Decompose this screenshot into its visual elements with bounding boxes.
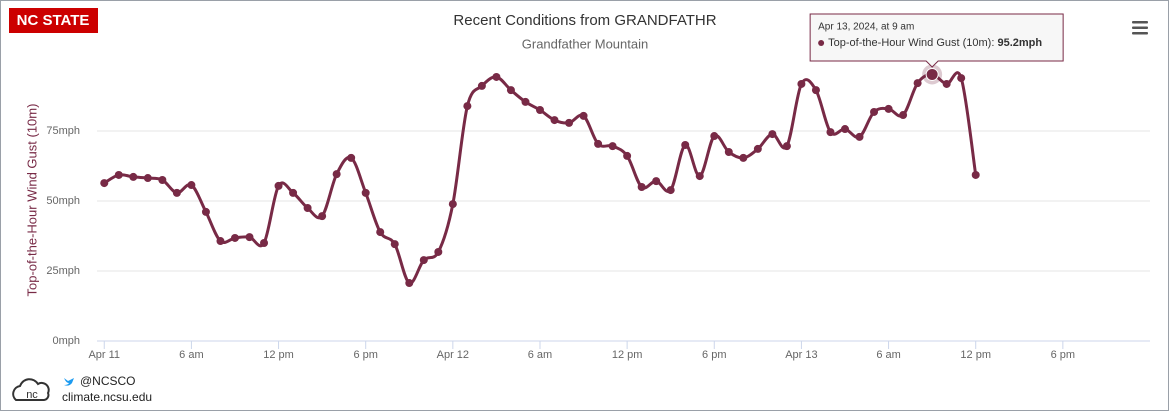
data-point	[521, 97, 530, 106]
data-point	[506, 86, 515, 95]
data-point	[361, 188, 370, 197]
data-point	[666, 186, 675, 195]
data-point	[579, 111, 588, 120]
chart-title: Recent Conditions from GRANDFATHR	[453, 12, 716, 29]
data-point	[971, 170, 980, 179]
y-tick-label: 0mph	[52, 335, 80, 347]
data-point	[550, 116, 559, 125]
data-point	[942, 79, 951, 88]
data-point	[535, 106, 544, 114]
data-point	[797, 79, 806, 88]
data-point	[390, 240, 399, 249]
logo: NC STATE	[17, 12, 90, 29]
x-tick-label: 6 pm	[1051, 349, 1075, 361]
svg-text:nc: nc	[26, 389, 38, 401]
data-point	[187, 181, 196, 190]
data-point	[855, 132, 864, 141]
data-point	[216, 237, 225, 246]
data-point	[957, 74, 966, 83]
x-tick-label: 6 am	[179, 349, 203, 361]
x-tick-label: 6 am	[528, 349, 552, 361]
data-point	[129, 172, 138, 181]
x-tick-label: 6 pm	[353, 349, 377, 361]
x-tick-label: Apr 12	[437, 349, 469, 361]
data-point	[463, 102, 472, 111]
y-tick-label: 75mph	[46, 125, 80, 137]
x-tick-label: Apr 11	[88, 349, 120, 361]
twitter-icon	[64, 378, 74, 386]
data-point	[434, 247, 443, 256]
y-tick-label: 50mph	[46, 195, 80, 207]
data-point	[565, 118, 574, 127]
data-point	[724, 148, 733, 156]
x-tick-label: 12 pm	[612, 349, 643, 361]
x-tick-label: Apr 13	[785, 349, 817, 361]
data-point	[652, 177, 661, 186]
data-point	[405, 279, 414, 288]
tooltip-date: Apr 13, 2024, at 9 am	[818, 22, 914, 33]
data-point	[419, 256, 428, 265]
data-point	[899, 111, 908, 120]
data-point	[710, 132, 719, 141]
data-point	[884, 104, 893, 113]
twitter-handle[interactable]: @NCSCO	[80, 374, 136, 388]
data-point	[925, 67, 939, 81]
data-point	[753, 144, 762, 153]
data-point	[376, 228, 385, 237]
data-point	[448, 200, 457, 209]
tooltip: Apr 13, 2024, at 9 am Top-of-the-Hour Win…	[809, 13, 1064, 68]
data-point	[274, 181, 283, 190]
data-point	[681, 141, 690, 149]
y-tick-label: 25mph	[46, 265, 80, 277]
tooltip-box	[809, 13, 1064, 68]
data-point	[840, 125, 849, 134]
site-link[interactable]: climate.ncsu.edu	[62, 390, 152, 404]
data-point	[260, 239, 269, 247]
menu-icon[interactable]	[1132, 21, 1148, 35]
data-point	[739, 153, 748, 162]
logo-bg	[9, 8, 98, 33]
data-point	[623, 151, 632, 160]
data-point	[347, 153, 356, 162]
tooltip-label: Top-of-the-Hour Wind Gust (10m): 95.2mph	[828, 37, 1042, 49]
data-point	[637, 183, 646, 191]
data-point	[230, 233, 239, 242]
data-point	[318, 212, 327, 221]
data-point	[100, 179, 109, 188]
tooltip-value: 95.2mph	[997, 37, 1042, 49]
tooltip-bullet	[818, 40, 825, 46]
data-point	[768, 130, 777, 139]
data-point	[303, 204, 312, 212]
data-point	[826, 128, 835, 137]
data-point	[201, 207, 210, 216]
data-point	[245, 233, 254, 242]
data-point	[608, 142, 617, 151]
data-point	[695, 172, 704, 181]
chart-subtitle: Grandfather Mountain	[522, 36, 648, 51]
data-point	[870, 107, 879, 116]
x-tick-label: 6 pm	[702, 349, 726, 361]
tooltip-series: Top-of-the-Hour Wind Gust (10m):	[828, 37, 994, 49]
data-point	[811, 86, 820, 95]
data-point	[492, 72, 501, 81]
data-point	[477, 81, 486, 90]
data-point	[114, 170, 123, 179]
data-point	[332, 170, 341, 179]
data-point	[913, 79, 922, 88]
data-point	[782, 142, 791, 151]
y-axis-label: Top-of-the-Hour Wind Gust (10m)	[24, 104, 39, 297]
data-point	[143, 174, 152, 183]
data-point	[594, 139, 603, 148]
data-point	[289, 188, 298, 197]
data-point	[172, 188, 181, 197]
x-tick-label: 12 pm	[263, 349, 294, 361]
data-point	[158, 176, 167, 184]
footer-logo: nc	[12, 378, 50, 401]
x-tick-label: 6 am	[876, 349, 900, 361]
x-tick-label: 12 pm	[960, 349, 991, 361]
